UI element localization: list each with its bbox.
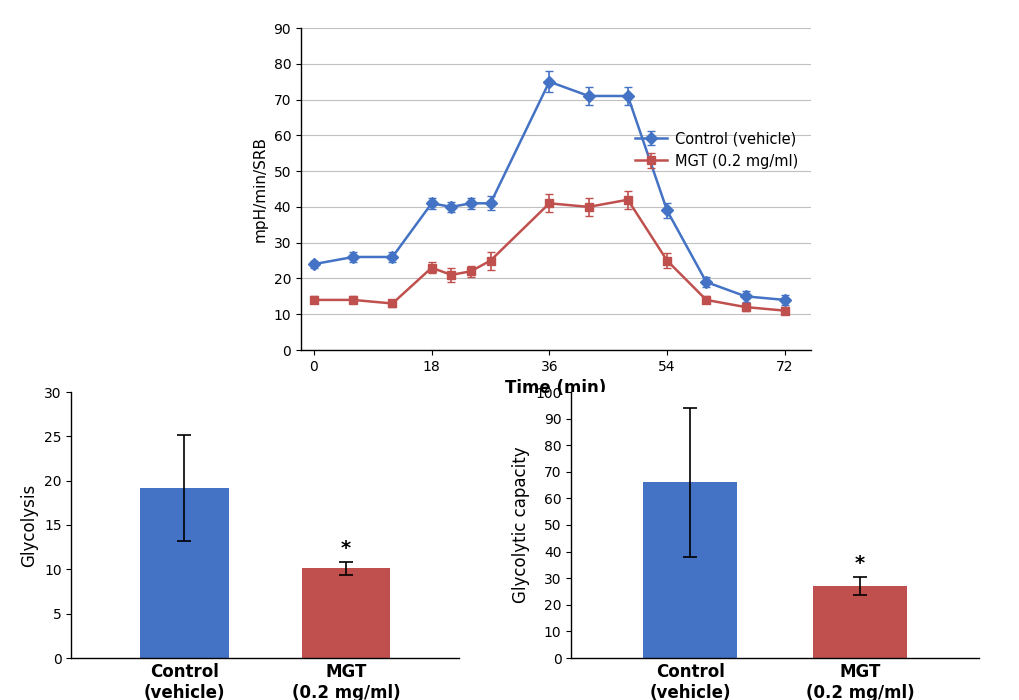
Bar — [302, 568, 390, 658]
Bar — [140, 488, 228, 658]
Y-axis label: Glycolysis: Glycolysis — [20, 484, 39, 566]
Y-axis label: mpH/min/SRB: mpH/min/SRB — [253, 136, 268, 242]
Text: *: * — [854, 554, 864, 573]
Text: *: * — [340, 539, 351, 558]
Y-axis label: Glycolytic capacity: Glycolytic capacity — [512, 447, 529, 603]
Bar — [643, 482, 737, 658]
X-axis label: Time (min): Time (min) — [504, 379, 606, 398]
Bar — [813, 586, 906, 658]
Legend: Control (vehicle), MGT (0.2 mg/ml): Control (vehicle), MGT (0.2 mg/ml) — [629, 125, 803, 174]
